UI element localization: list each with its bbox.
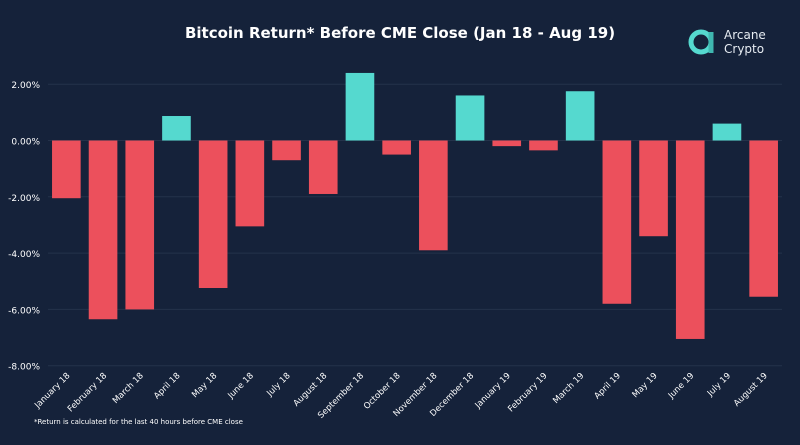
x-tick-label: March 18 bbox=[111, 371, 146, 406]
bar bbox=[639, 140, 668, 237]
x-tick-label: March 19 bbox=[551, 371, 586, 406]
bar bbox=[675, 140, 705, 339]
y-tick-label: -4.00% bbox=[8, 250, 40, 260]
arcane-crypto-logo: Arcane Crypto bbox=[688, 28, 766, 56]
bar bbox=[529, 140, 558, 151]
arcane-logo-icon bbox=[688, 29, 714, 55]
bar bbox=[88, 140, 118, 320]
x-tick-label: January 19 bbox=[473, 371, 513, 411]
x-tick-label: May 18 bbox=[190, 371, 219, 400]
y-tick-label: -6.00% bbox=[8, 306, 40, 316]
x-tick-label: January 18 bbox=[32, 371, 72, 411]
x-tick-label: July 18 bbox=[265, 371, 293, 399]
footnote: *Return is calculated for the last 40 ho… bbox=[34, 418, 243, 426]
x-tick-label: June 18 bbox=[226, 371, 256, 401]
x-tick-label: April 19 bbox=[593, 371, 623, 401]
bar bbox=[382, 140, 411, 155]
x-tick-label: June 19 bbox=[666, 371, 696, 401]
x-tick-label: April 18 bbox=[152, 371, 182, 401]
bar bbox=[345, 72, 375, 141]
bar bbox=[125, 140, 155, 310]
x-tick-label: July 19 bbox=[705, 371, 733, 399]
y-tick-label: 2.00% bbox=[11, 81, 40, 91]
bar bbox=[602, 140, 632, 304]
y-tick-label: -8.00% bbox=[8, 363, 40, 373]
chart-title: Bitcoin Return* Before CME Close (Jan 18… bbox=[184, 24, 616, 42]
bar bbox=[52, 140, 81, 199]
bar bbox=[272, 140, 301, 161]
bar bbox=[162, 116, 191, 141]
bar bbox=[419, 140, 448, 251]
logo-line2: Crypto bbox=[724, 42, 765, 56]
x-tick-label: February 18 bbox=[66, 371, 109, 414]
y-tick-label: 0.00% bbox=[11, 138, 40, 148]
bar bbox=[455, 95, 485, 141]
x-tick-label: August 19 bbox=[732, 371, 770, 409]
bar bbox=[712, 123, 742, 141]
bar bbox=[308, 140, 338, 194]
bar bbox=[492, 140, 522, 147]
bar bbox=[198, 140, 228, 289]
logo-line1: Arcane bbox=[724, 28, 766, 42]
bar bbox=[749, 140, 778, 297]
x-tick-label: August 18 bbox=[292, 371, 330, 409]
y-tick-label: -2.00% bbox=[8, 194, 40, 204]
bar bbox=[565, 91, 595, 141]
x-tick-label: May 19 bbox=[631, 371, 660, 400]
x-tick-label: February 19 bbox=[506, 371, 549, 414]
bar bbox=[235, 140, 265, 227]
